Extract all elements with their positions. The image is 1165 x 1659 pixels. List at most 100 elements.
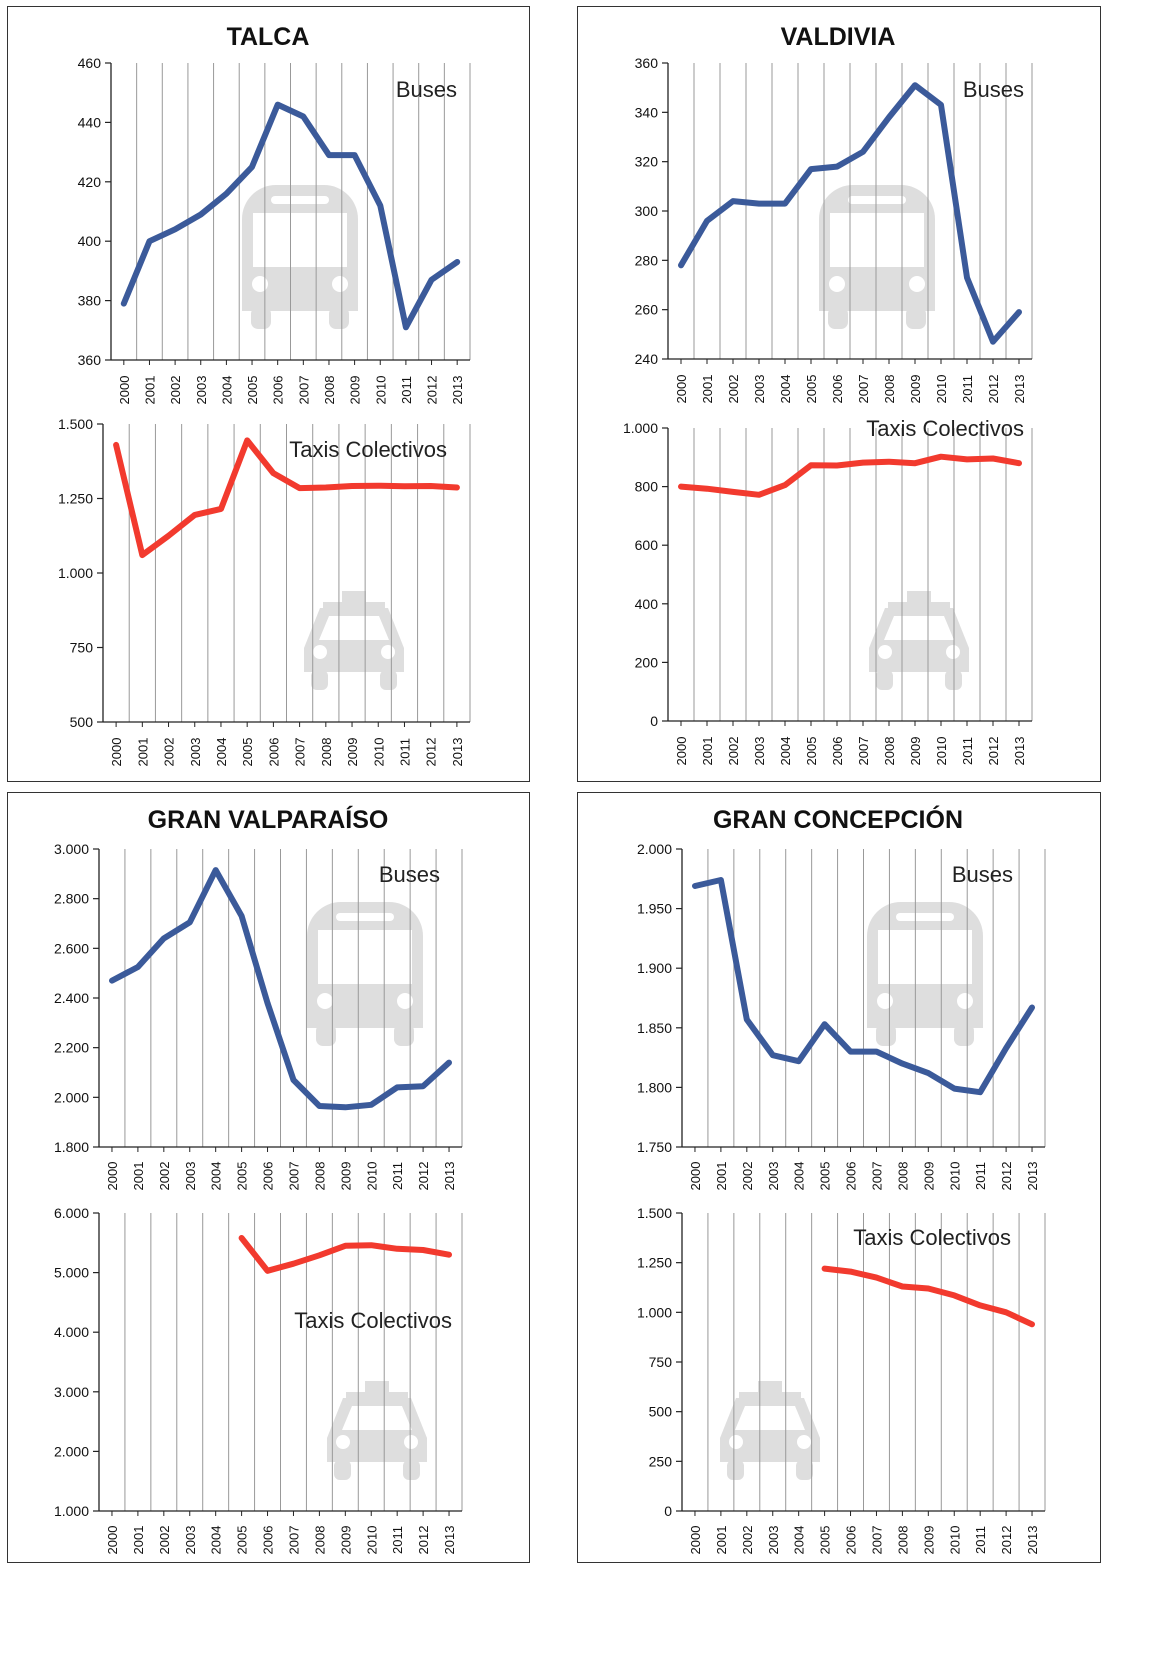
x-tick-label: 2001 — [714, 1162, 729, 1191]
panel-gran-valparaiso — [7, 792, 530, 1563]
y-tick-label: 2.000 — [54, 1089, 89, 1105]
x-tick-label: 2006 — [830, 375, 845, 404]
x-tick-label: 2007 — [296, 376, 311, 405]
x-tick-label: 2007 — [869, 1526, 884, 1555]
x-tick-label: 2011 — [960, 737, 975, 765]
y-tick-label: 420 — [78, 174, 102, 190]
x-tick-label: 2013 — [450, 738, 465, 767]
x-tick-label: 2011 — [973, 1526, 988, 1554]
city-title: GRAN VALPARAÍSO — [148, 805, 389, 834]
y-tick-label: 3.000 — [54, 841, 89, 857]
x-tick-label: 2012 — [999, 1526, 1014, 1555]
y-tick-label: 6.000 — [54, 1205, 89, 1221]
x-tick-label: 2009 — [908, 737, 923, 766]
y-tick-label: 1.500 — [58, 416, 93, 432]
x-tick-label: 2007 — [286, 1162, 301, 1191]
x-tick-label: 2000 — [109, 738, 124, 767]
x-tick-label: 2011 — [399, 376, 414, 404]
x-tick-label: 2005 — [804, 375, 819, 404]
x-tick-label: 2012 — [425, 376, 440, 405]
x-tick-label: 2010 — [934, 375, 949, 404]
y-tick-label: 2.000 — [54, 1443, 89, 1459]
y-tick-label: 1.800 — [637, 1079, 672, 1095]
y-tick-label: 4.000 — [54, 1324, 89, 1340]
x-tick-label: 2006 — [261, 1526, 276, 1555]
taxi-icon — [327, 1381, 427, 1480]
x-tick-label: 2004 — [792, 1526, 807, 1555]
x-tick-label: 2003 — [752, 737, 767, 766]
taxi-icon — [720, 1381, 820, 1480]
y-tick-label: 360 — [635, 55, 659, 71]
x-tick-label: 2004 — [209, 1162, 224, 1191]
x-tick-label: 2006 — [830, 737, 845, 766]
x-tick-label: 2004 — [219, 376, 234, 405]
x-tick-label: 2002 — [740, 1162, 755, 1191]
x-tick-label: 2001 — [142, 376, 157, 405]
y-tick-label: 1.500 — [637, 1205, 672, 1221]
x-tick-label: 2005 — [235, 1162, 250, 1191]
y-tick-label: 1.000 — [54, 1503, 89, 1519]
series-label: Taxis Colectivos — [866, 416, 1024, 441]
y-tick-label: 300 — [635, 203, 659, 219]
x-tick-label: 2003 — [183, 1526, 198, 1555]
x-tick-label: 2005 — [235, 1526, 250, 1555]
y-tick-label: 600 — [635, 537, 659, 553]
y-tick-label: 440 — [78, 114, 102, 130]
x-tick-label: 2000 — [117, 376, 132, 405]
x-tick-label: 2003 — [194, 376, 209, 405]
y-tick-label: 280 — [635, 252, 659, 268]
y-tick-label: 260 — [635, 302, 659, 318]
x-tick-label: 2005 — [818, 1526, 833, 1555]
y-tick-label: 2.800 — [54, 891, 89, 907]
city-talca: TALCA 360 380 400 420 440 460 2000 2001 2002 2003 2… — [58, 23, 471, 767]
taxis-chart-valdivia: 0 200 400 600 800 1.000 2000 2001 2002 2003 2004 20… — [623, 416, 1033, 766]
taxis-chart-talca: 500 750 1.000 1.250 1.500 2000 2001 2002 2003 200… — [58, 416, 471, 767]
y-tick-label: 1.800 — [54, 1139, 89, 1155]
y-tick-label: 200 — [635, 654, 659, 670]
x-tick-label: 2002 — [740, 1526, 755, 1555]
y-tick-label: 1.900 — [637, 960, 672, 976]
taxi-icon — [304, 591, 404, 690]
taxis-series-line — [113, 437, 460, 559]
x-tick-label: 2005 — [245, 376, 260, 405]
x-tick-label: 2013 — [1025, 1526, 1040, 1555]
bus-icon — [819, 185, 935, 329]
y-tick-label: 320 — [635, 154, 659, 170]
x-tick-label: 2012 — [999, 1162, 1014, 1191]
buses-series-line — [692, 877, 1035, 1096]
x-tick-label: 2006 — [261, 1162, 276, 1191]
y-tick-label: 400 — [635, 596, 659, 612]
x-tick-label: 2011 — [390, 1526, 405, 1554]
y-tick-label: 0 — [650, 713, 658, 729]
x-tick-label: 2003 — [766, 1526, 781, 1555]
y-tick-label: 1.250 — [637, 1255, 672, 1271]
x-tick-label: 2005 — [818, 1162, 833, 1191]
x-tick-label: 2008 — [895, 1162, 910, 1191]
x-tick-label: 2002 — [726, 375, 741, 404]
x-tick-label: 2011 — [397, 738, 412, 766]
x-tick-label: 2011 — [390, 1162, 405, 1190]
x-tick-label: 2009 — [921, 1162, 936, 1191]
x-tick-label: 2006 — [844, 1162, 859, 1191]
y-tick-label: 3.000 — [54, 1384, 89, 1400]
x-tick-label: 2004 — [778, 375, 793, 404]
x-tick-label: 2013 — [442, 1162, 457, 1191]
y-tick-label: 400 — [78, 233, 102, 249]
x-tick-label: 2003 — [183, 1162, 198, 1191]
x-tick-label: 2000 — [105, 1526, 120, 1555]
x-tick-label: 2012 — [416, 1526, 431, 1555]
x-tick-label: 2000 — [674, 375, 689, 404]
x-tick-label: 2008 — [882, 375, 897, 404]
y-tick-label: 5.000 — [54, 1265, 89, 1281]
buses-chart-valdivia: 240 260 280 300 320 340 360 2000 2001 2002 2003 200… — [635, 55, 1033, 404]
city-gran-concepci-n: GRAN CONCEPCIÓN 1.750 1.800 1.850 1.900 1.950… — [637, 804, 1046, 1555]
x-tick-label: 2001 — [131, 1162, 146, 1191]
y-tick-label: 750 — [70, 640, 94, 656]
x-tick-label: 2003 — [766, 1162, 781, 1191]
x-tick-label: 2008 — [312, 1162, 327, 1191]
x-tick-label: 2013 — [442, 1526, 457, 1555]
x-tick-label: 2009 — [345, 738, 360, 767]
y-tick-label: 380 — [78, 293, 102, 309]
y-tick-label: 1.000 — [58, 565, 93, 581]
